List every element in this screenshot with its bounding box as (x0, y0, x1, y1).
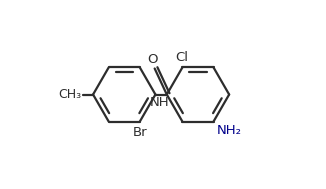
Text: Br: Br (133, 126, 147, 139)
Text: NH: NH (149, 96, 169, 109)
Text: NH₂: NH₂ (217, 124, 242, 137)
Text: O: O (147, 53, 158, 66)
Text: CH₃: CH₃ (59, 88, 82, 101)
Text: Cl: Cl (175, 51, 188, 64)
